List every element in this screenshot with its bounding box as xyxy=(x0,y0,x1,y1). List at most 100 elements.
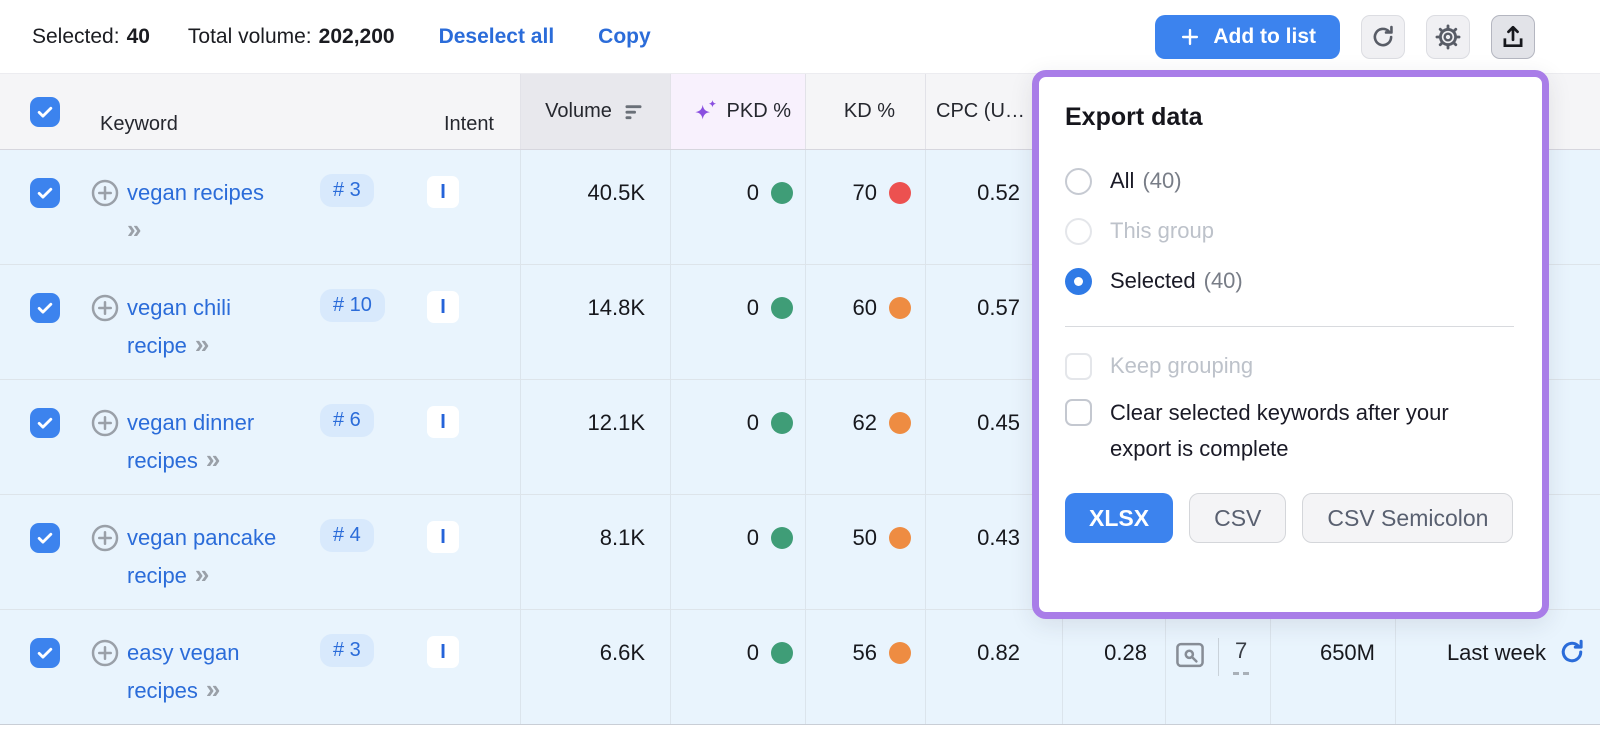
expand-circle-plus-icon[interactable] xyxy=(90,293,120,323)
refresh-icon xyxy=(1370,24,1396,50)
expand-circle-plus-icon[interactable] xyxy=(90,408,120,438)
serp-features-count[interactable]: 7 xyxy=(1233,638,1250,675)
double-chevron-icon[interactable]: » xyxy=(205,674,221,704)
keyword-link[interactable]: vegan recipes xyxy=(127,180,264,205)
kd-dot xyxy=(889,527,911,549)
serp-features-icon[interactable] xyxy=(1174,640,1206,675)
ai-sparkle-icon xyxy=(692,98,719,125)
kd-dot xyxy=(889,182,911,204)
keyword-link[interactable]: recipe xyxy=(127,563,187,588)
kd-dot xyxy=(889,642,911,664)
copy-link[interactable]: Copy xyxy=(598,24,651,48)
export-options-checkboxes: Keep grouping Clear selected keywords af… xyxy=(1065,349,1514,467)
radio-circle-all[interactable] xyxy=(1065,167,1092,195)
export-scope-radio-group: All (40) This group Selected (40) xyxy=(1065,156,1514,306)
update-refresh-icon[interactable] xyxy=(1558,638,1586,674)
sf-divider xyxy=(1218,638,1219,676)
column-header-volume[interactable]: Volume xyxy=(520,74,670,149)
keyword-link[interactable]: recipes xyxy=(127,678,198,703)
double-chevron-icon[interactable]: » xyxy=(194,329,210,359)
total-volume-value: 202,200 xyxy=(318,24,395,48)
header-select-cell xyxy=(0,74,90,149)
add-to-list-button[interactable]: Add to list xyxy=(1155,14,1340,59)
top-toolbar: Selected: 40 Total volume: 202,200 Desel… xyxy=(0,0,1600,74)
volume-header-label: Volume xyxy=(545,100,612,122)
settings-button[interactable] xyxy=(1426,14,1470,59)
intent-badge: I xyxy=(427,176,459,208)
clear-selected-label: Clear selected keywords after your expor… xyxy=(1110,400,1449,461)
keyword-link[interactable]: easy vegan xyxy=(127,640,240,665)
double-chevron-icon[interactable]: » xyxy=(205,444,221,474)
position-badge: # 3 xyxy=(320,174,374,207)
volume-value: 40.5K xyxy=(520,150,670,264)
intent-badge: I xyxy=(427,521,459,553)
intent-badge: I xyxy=(427,636,459,668)
keyword-link[interactable]: vegan pancake xyxy=(127,525,277,550)
radio-option-this-group: This group xyxy=(1065,206,1514,256)
keep-grouping-label: Keep grouping xyxy=(1110,353,1254,378)
clear-selected-option[interactable]: Clear selected keywords after your expor… xyxy=(1065,395,1514,467)
add-to-list-label: Add to list xyxy=(1213,24,1316,48)
radio-option-all[interactable]: All (40) xyxy=(1065,156,1514,206)
volume-value: 6.6K xyxy=(520,610,670,724)
row-checkbox[interactable] xyxy=(30,178,60,208)
pkd-value: 0 xyxy=(746,525,759,550)
radio-label-this-group: This group xyxy=(1110,218,1214,243)
kd-value: 62 xyxy=(852,410,877,435)
expand-circle-plus-icon[interactable] xyxy=(90,178,120,208)
total-volume: Total volume: 202,200 xyxy=(188,25,395,49)
column-header-cpc[interactable]: CPC (U… xyxy=(925,74,1062,149)
table-row: easy vegan recipes » # 3 I 6.6K 0 56 0.82… xyxy=(0,610,1600,725)
csv-button[interactable]: CSV xyxy=(1189,493,1287,543)
column-header-kd[interactable]: KD % xyxy=(805,74,925,149)
xlsx-button[interactable]: XLSX xyxy=(1065,493,1174,543)
column-header-pkd[interactable]: PKD % xyxy=(670,74,805,149)
export-format-buttons: XLSX CSV CSV Semicolon xyxy=(1065,493,1514,543)
double-chevron-icon[interactable]: » xyxy=(127,214,142,244)
row-checkbox[interactable] xyxy=(30,408,60,438)
expand-circle-plus-icon[interactable] xyxy=(90,523,120,553)
export-upload-icon xyxy=(1500,24,1526,50)
sort-descending-icon xyxy=(622,100,646,124)
row-checkbox[interactable] xyxy=(30,638,60,668)
cpc-value: 0.82 xyxy=(925,610,1062,724)
kd-value: 56 xyxy=(852,640,877,665)
intent-badge: I xyxy=(427,291,459,323)
selected-label: Selected: xyxy=(32,24,120,48)
pkd-value: 0 xyxy=(746,640,759,665)
csv-semicolon-button[interactable]: CSV Semicolon xyxy=(1302,493,1514,543)
double-chevron-icon[interactable]: » xyxy=(194,559,210,589)
keyword-link[interactable]: recipes xyxy=(127,448,198,473)
expand-circle-plus-icon[interactable] xyxy=(90,638,120,668)
refresh-button[interactable] xyxy=(1361,14,1405,59)
updated-value: Last week xyxy=(1446,640,1546,665)
pkd-value: 0 xyxy=(746,295,759,320)
cpc-value: 0.57 xyxy=(925,265,1062,379)
column-header-intent: Intent xyxy=(443,113,494,135)
export-button[interactable] xyxy=(1491,14,1535,59)
keyword-link[interactable]: vegan chili xyxy=(127,295,231,320)
kd-dot xyxy=(889,297,911,319)
row-checkbox[interactable] xyxy=(30,293,60,323)
pkd-dot xyxy=(771,297,793,319)
row-checkbox[interactable] xyxy=(30,523,60,553)
radio-option-selected[interactable]: Selected (40) xyxy=(1065,256,1514,306)
kd-value: 50 xyxy=(852,525,877,550)
radio-circle-this-group xyxy=(1065,217,1092,245)
clear-selected-checkbox[interactable] xyxy=(1065,399,1092,426)
column-header-keyword: Keyword xyxy=(100,112,178,135)
position-badge: # 10 xyxy=(320,289,385,322)
cpc-value: 0.43 xyxy=(925,495,1062,609)
deselect-all-link[interactable]: Deselect all xyxy=(438,24,555,48)
kd-dot xyxy=(889,412,911,434)
position-badge: # 3 xyxy=(320,634,374,667)
plus-icon xyxy=(1179,26,1201,48)
select-all-checkbox[interactable] xyxy=(30,96,60,127)
pkd-dot xyxy=(771,642,793,664)
results-value: 650M xyxy=(1270,610,1395,724)
keyword-link[interactable]: vegan dinner xyxy=(127,410,255,435)
radio-circle-selected[interactable] xyxy=(1065,267,1092,295)
popup-divider xyxy=(1065,326,1514,327)
volume-value: 8.1K xyxy=(520,495,670,609)
keyword-link[interactable]: recipe xyxy=(127,333,187,358)
